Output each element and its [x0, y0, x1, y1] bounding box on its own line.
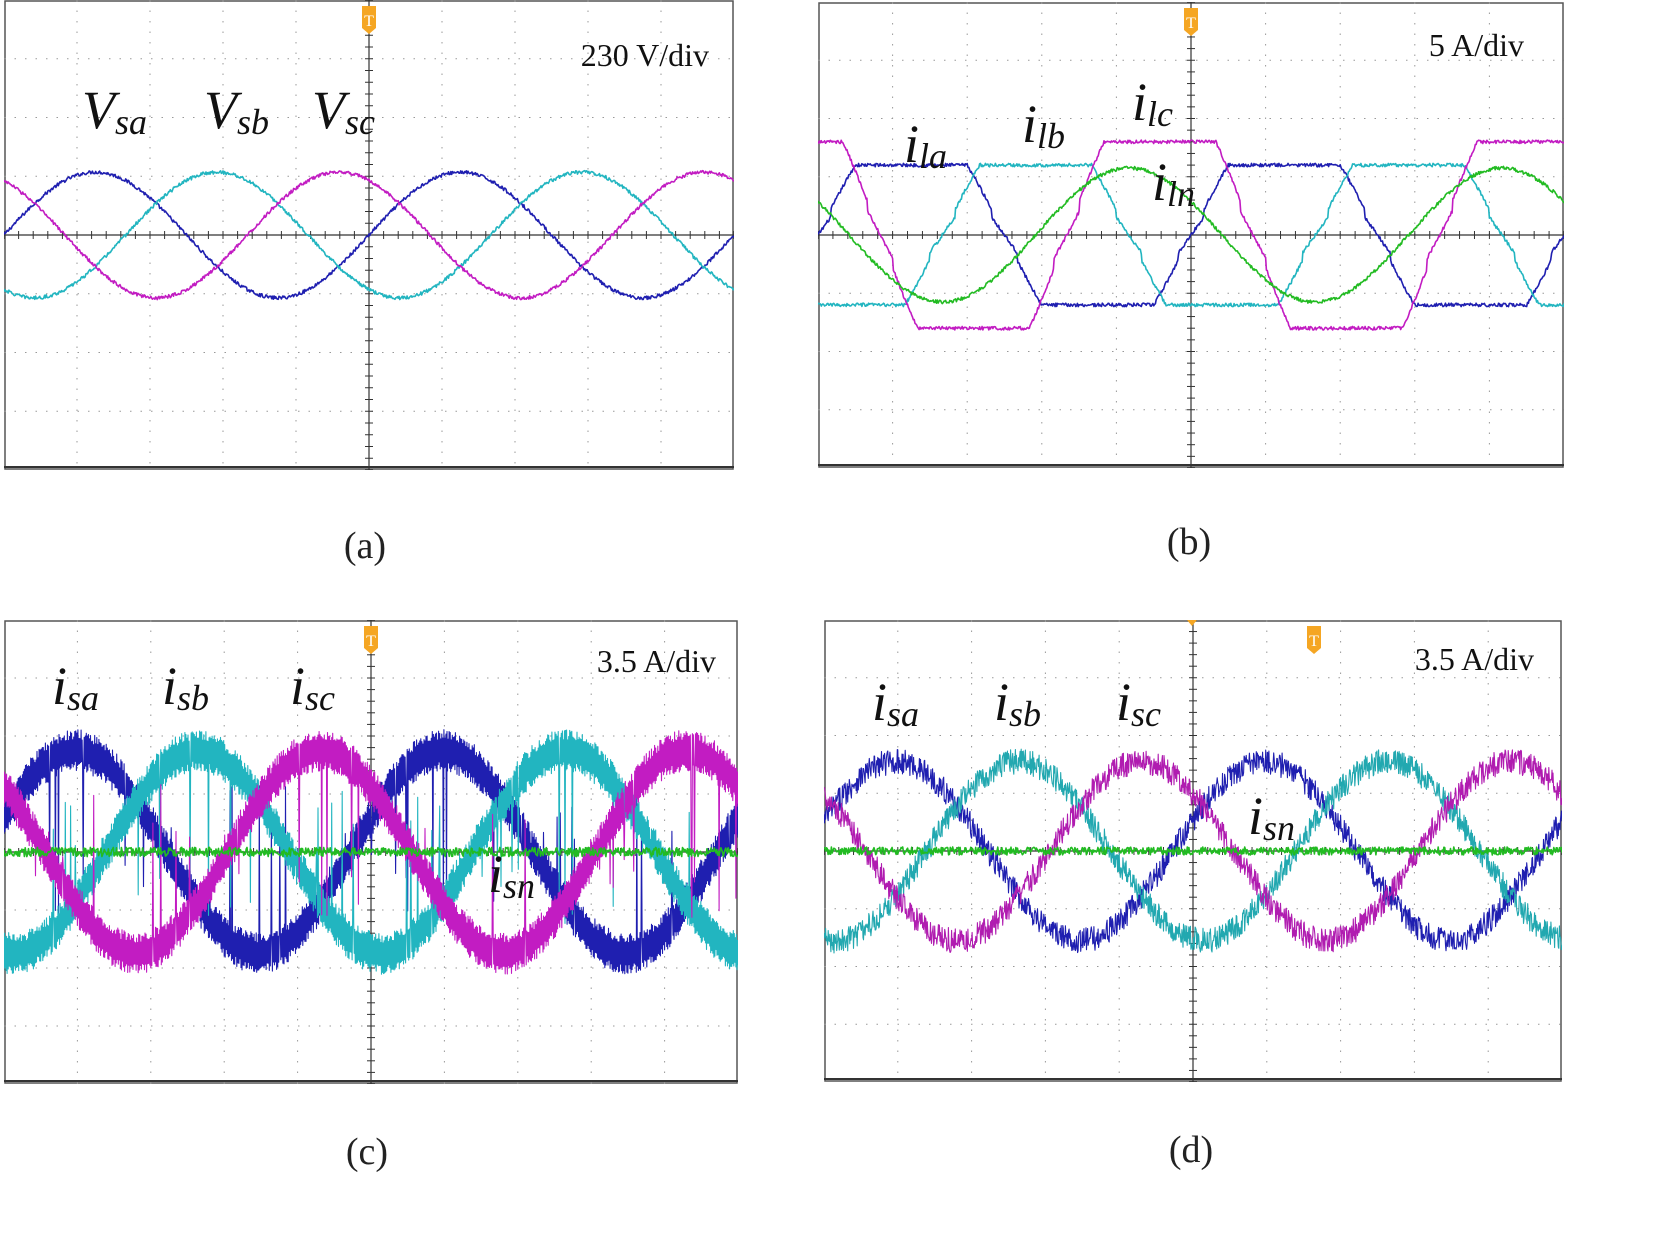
scale-label: 5 A/div [1429, 27, 1524, 63]
traces [4, 729, 738, 975]
label-vsb: Vsb [204, 80, 269, 142]
trace-ilb [818, 162, 1564, 308]
scope-panel-c: T 3.5 A/div isa isb isc isn [4, 620, 738, 1084]
trace-Vsa [4, 170, 734, 301]
svg-text:T: T [366, 633, 376, 650]
trigger-marker: T [364, 626, 378, 654]
label-isc: isc [290, 656, 335, 718]
label-isc: isc [1116, 672, 1161, 734]
trace-isn [824, 846, 1562, 856]
scope-panel-b: T 5 A/div ila ilb ilc iln [818, 2, 1564, 468]
trace-isc [4, 730, 738, 975]
label-isb: isb [994, 672, 1041, 734]
trigger-position-marker [1187, 620, 1197, 626]
trace-isa [4, 729, 738, 975]
label-vsa: Vsa [82, 80, 147, 142]
svg-text:T: T [1186, 15, 1196, 32]
label-iln: iln [1152, 152, 1195, 214]
label-isa: isa [872, 672, 919, 734]
label-isb: isb [162, 656, 209, 718]
trace-iln [818, 165, 1564, 305]
caption-c: (c) [345, 1131, 389, 1173]
caption-a: (a) [343, 525, 387, 567]
trace-isb [4, 729, 738, 975]
scale-label: 3.5 A/div [597, 643, 716, 679]
label-ilc: ilc [1132, 72, 1173, 134]
trace-isb [824, 748, 1562, 954]
scope-panel-a: T 230 V/div Vsa Vsb Vsc [4, 0, 734, 470]
svg-text:T: T [364, 13, 374, 30]
trace-isn [4, 846, 738, 858]
svg-text:T: T [1309, 633, 1319, 650]
label-ilb: ilb [1022, 94, 1065, 156]
trace-Vsc [4, 169, 734, 301]
label-ila: ila [904, 114, 947, 176]
label-isn: isn [488, 844, 535, 906]
traces [818, 139, 1564, 331]
scale-label: 230 V/div [581, 37, 709, 73]
trigger-marker: T [1307, 626, 1321, 654]
trace-Vsb [4, 169, 734, 301]
trace-ila [818, 162, 1564, 308]
caption-d: (d) [1168, 1129, 1214, 1171]
scale-label: 3.5 A/div [1415, 641, 1534, 677]
scope-panel-d: T 3.5 A/div isa isb isc isn [824, 620, 1562, 1082]
traces [824, 748, 1562, 954]
label-isn: isn [1248, 786, 1295, 848]
label-vsc: Vsc [312, 80, 375, 142]
traces [4, 169, 734, 301]
trace-isc [824, 749, 1562, 953]
trigger-marker: T [362, 6, 376, 34]
caption-b: (b) [1166, 521, 1212, 563]
trace-ilc [818, 139, 1564, 331]
label-isa: isa [52, 656, 99, 718]
trace-isa [824, 749, 1562, 954]
trigger-marker: T [1184, 8, 1198, 36]
